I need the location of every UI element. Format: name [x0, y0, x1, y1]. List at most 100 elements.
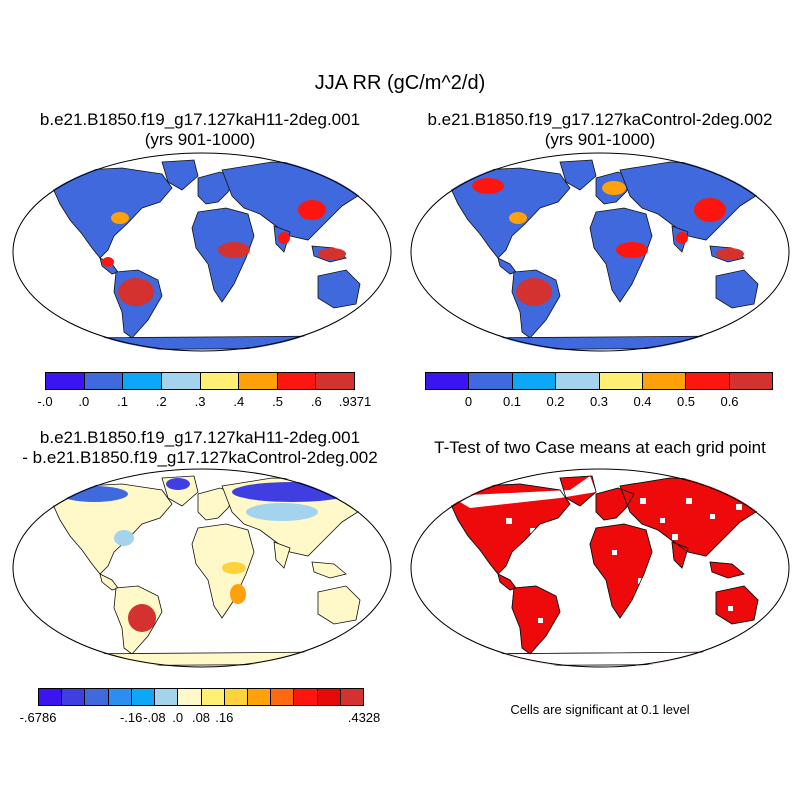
hotspot-east-us	[114, 530, 134, 546]
panel-title-diff: b.e21.B1850.f19_g17.127kaH11-2deg.001 - …	[0, 428, 400, 468]
case2-name: b.e21.B1850.f19_g17.127kaControl-2deg.00…	[427, 110, 773, 129]
hotspot-north-canada	[60, 486, 128, 502]
diff-colorbar-label: .08	[191, 710, 211, 725]
hotspot-southeast-us	[509, 212, 527, 224]
case2-colorbar-label: 0.4	[633, 394, 652, 409]
diff-colorbar-swatch	[339, 689, 364, 705]
case1-colorbar-label: .5	[272, 394, 283, 409]
diff-colorbar-swatch	[246, 689, 271, 705]
hotspot-central-africa	[616, 242, 648, 258]
hotspot-amazon	[516, 278, 552, 306]
case1-hotspots	[102, 200, 346, 306]
diff-case2-name: - b.e21.B1850.f19_g17.127kaControl-2deg.…	[22, 448, 378, 467]
case1-colorbar-label: .9371	[338, 394, 372, 409]
diff-colorbar-swatch	[154, 689, 178, 705]
hotspot-north-siberia	[232, 482, 352, 502]
hotspot-amazon-south	[128, 604, 156, 632]
diff-case1-name: b.e21.B1850.f19_g17.127kaH11-2deg.001	[39, 428, 361, 447]
case1-colorbar-swatch	[199, 373, 239, 389]
case1-map	[12, 152, 392, 352]
case2-colorbar	[425, 372, 773, 390]
case1-colorbar-label: .4	[233, 394, 245, 409]
case2-colorbar-label: 0.2	[546, 394, 565, 409]
hotspot-east-asia	[298, 200, 326, 220]
case2-colorbar-label: 0	[464, 394, 473, 409]
ttest-map	[410, 468, 790, 668]
case2-colorbar-swatch	[728, 373, 772, 389]
hotspot-central-africa	[218, 242, 250, 258]
case2-colorbar-swatch	[468, 373, 512, 389]
case1-colorbar	[45, 372, 355, 390]
case1-colorbar-label: -.0	[37, 394, 53, 409]
figure-title: JJA RR (gC/m^2/d)	[314, 72, 486, 94]
case2-colorbar-swatch	[511, 373, 556, 389]
diff-land	[41, 475, 371, 667]
hotspot-southeast-asia	[716, 248, 744, 260]
case2-colorbar-label: 0.3	[589, 394, 609, 409]
ttest-globe-outline	[410, 468, 790, 668]
hotspot-europe	[602, 181, 626, 195]
hotspot-southeast-us	[111, 212, 129, 224]
hotspot-central-america	[102, 257, 114, 267]
case1-colorbar-label: .0	[78, 394, 90, 409]
case1-years: (yrs 901-1000)	[144, 130, 256, 149]
case1-colorbar-label: .1	[117, 394, 128, 409]
diff-colorbar-label: -.16	[119, 710, 143, 725]
case1-colorbar-swatch	[122, 373, 161, 389]
case1-colorbar-swatch	[276, 373, 316, 389]
case2-colorbar-swatch	[685, 373, 729, 389]
hotspot-india	[278, 232, 290, 244]
case1-colorbar-label: .6	[310, 394, 322, 409]
case2-years: (yrs 901-1000)	[544, 130, 656, 149]
case1-colorbar-swatch	[238, 373, 277, 389]
diff-colorbar-swatch	[316, 689, 340, 705]
case1-colorbar-swatch	[46, 373, 84, 389]
hotspot-southeast-asia	[318, 248, 346, 260]
diff-colorbar-swatch	[293, 689, 317, 705]
diff-colorbar-swatch	[130, 689, 155, 705]
case2-globe-outline	[410, 152, 790, 352]
diff-colorbar-swatch	[270, 689, 294, 705]
diff-colorbar-swatch	[84, 689, 108, 705]
case2-colorbar-label: 0.5	[676, 394, 696, 409]
diff-colorbar-swatch	[39, 689, 62, 705]
case2-colorbar-label: 0.6	[720, 394, 739, 409]
diff-colorbar-swatch	[223, 689, 247, 705]
hotspot-north-asia	[246, 503, 318, 521]
diff-colorbar-label: .16	[215, 710, 234, 725]
case2-hotspots	[472, 178, 744, 306]
diff-colorbar-label: .4328	[347, 710, 381, 725]
hotspot-india	[676, 232, 688, 244]
case1-colorbar-label: .3	[194, 394, 206, 409]
case1-colorbar-swatch	[83, 373, 123, 389]
hotspot-greenland	[166, 478, 190, 490]
case2-colorbar-swatch	[426, 373, 469, 389]
diff-colorbar-swatch	[177, 689, 201, 705]
case1-colorbar-swatch	[315, 373, 354, 389]
diff-colorbar	[38, 688, 364, 706]
case1-globe-outline	[12, 152, 392, 352]
diff-map	[12, 468, 392, 668]
case2-colorbar-label: 0.1	[502, 394, 522, 409]
hotspot-amazon	[118, 278, 154, 306]
diff-colorbar-swatch	[61, 689, 85, 705]
hotspot-central-africa	[222, 562, 246, 574]
diff-colorbar-swatch	[200, 689, 224, 705]
diff-globe-outline	[12, 468, 392, 668]
diff-colorbar-swatch	[107, 689, 131, 705]
case2-map	[410, 152, 790, 352]
hotspot-east-asia	[694, 198, 726, 222]
panel-title-case2: b.e21.B1850.f19_g17.127kaControl-2deg.00…	[400, 110, 800, 150]
significance-note: Cells are significant at 0.1 level	[510, 702, 690, 717]
case1-colorbar-swatch	[160, 373, 200, 389]
diff-colorbar-label: -.6786	[19, 710, 57, 725]
hotspot-boreal-canada	[472, 178, 504, 194]
case2-colorbar-swatch	[555, 373, 599, 389]
hotspot-southern-africa	[230, 584, 246, 604]
case1-colorbar-label: .2	[155, 394, 167, 409]
case1-name: b.e21.B1850.f19_g17.127kaH11-2deg.001	[39, 110, 361, 129]
panel-title-ttest: T-Test of two Case means at each grid po…	[434, 438, 766, 457]
diff-colorbar-label: .0	[172, 710, 184, 725]
panel-title-case1: b.e21.B1850.f19_g17.127kaH11-2deg.001 (y…	[0, 110, 400, 150]
case2-colorbar-swatch	[641, 373, 686, 389]
